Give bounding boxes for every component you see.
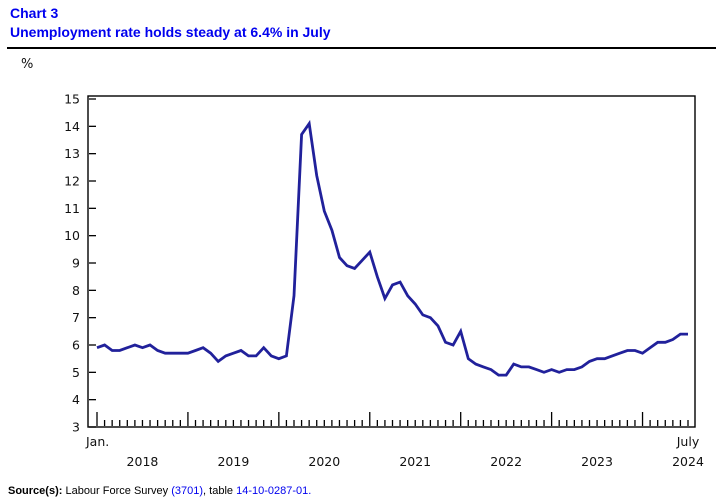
plot-frame — [87, 95, 696, 428]
x-axis-start-month-label: Jan. — [86, 434, 110, 449]
survey-number-link[interactable]: (3701) — [171, 485, 204, 497]
chart-number-label: Chart 3 — [10, 5, 59, 21]
y-axis-tick-label: 5 — [72, 365, 80, 380]
y-axis-tick-label: 8 — [72, 283, 80, 298]
y-axis-tick-label: 12 — [64, 174, 80, 189]
x-axis-year-label: 2024 — [672, 454, 704, 469]
source-note: Source(s): Labour Force Survey (3701), t… — [8, 485, 311, 497]
y-axis-unit-label: % — [21, 57, 34, 72]
x-axis-year-label: 2019 — [217, 454, 249, 469]
x-axis-year-label: 2018 — [127, 454, 159, 469]
title-divider-rule — [7, 47, 716, 49]
y-axis-tick-label: 10 — [64, 228, 80, 243]
x-axis-year-label: 2022 — [490, 454, 522, 469]
y-axis-tick-label: 9 — [72, 256, 80, 271]
y-axis-tick-label: 4 — [72, 392, 80, 407]
y-axis-tick-label: 14 — [64, 119, 80, 134]
x-axis-end-month-label: July — [676, 434, 700, 449]
y-axis-tick-label: 3 — [72, 420, 80, 435]
y-axis-tick-label: 13 — [64, 146, 80, 161]
y-axis-tick-label: 15 — [64, 92, 80, 107]
x-axis-year-label: 2023 — [581, 454, 613, 469]
unemployment-rate-line — [96, 119, 688, 377]
x-axis-year-label: 2020 — [308, 454, 340, 469]
source-text-table: , table — [203, 485, 237, 497]
chart-title: Unemployment rate holds steady at 6.4% i… — [10, 24, 331, 40]
y-axis-tick-label: 7 — [72, 310, 80, 325]
x-axis-year-label: 2021 — [399, 454, 431, 469]
source-text-survey: Labour Force Survey — [62, 485, 172, 497]
table-number-link[interactable]: 14-10-0287-01. — [236, 485, 312, 497]
source-prefix: Source(s): — [8, 485, 63, 497]
y-axis-tick-label: 6 — [72, 338, 80, 353]
y-axis-tick-label: 11 — [64, 201, 80, 216]
